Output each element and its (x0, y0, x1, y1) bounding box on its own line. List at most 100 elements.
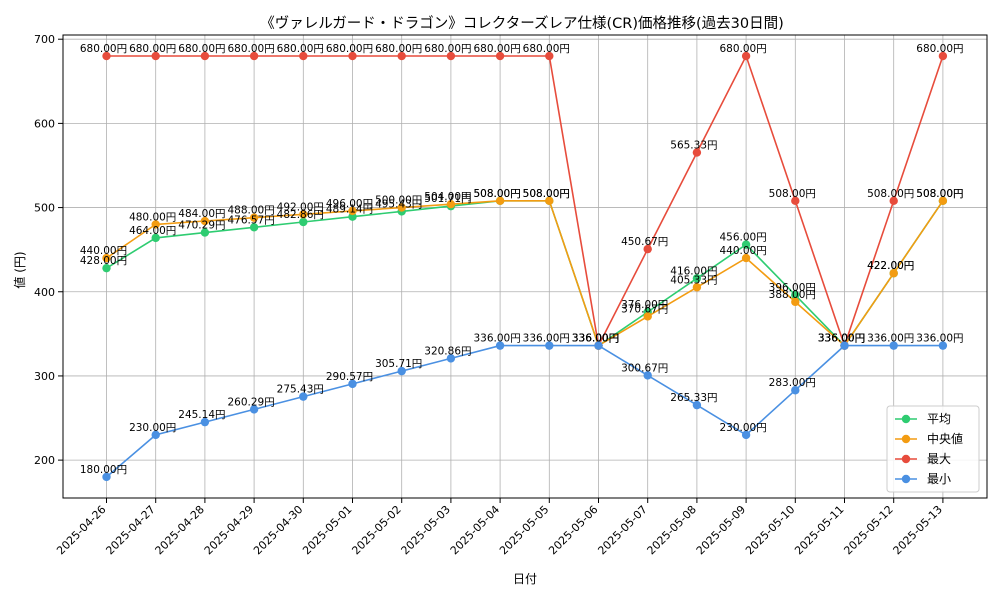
grid (63, 35, 987, 498)
data-point (151, 220, 160, 229)
data-label: 416.00円 (670, 265, 717, 277)
data-label: 508.00円 (916, 188, 963, 200)
data-label: 320.86円 (424, 345, 471, 357)
data-point (840, 341, 849, 350)
data-label: 489.14円 (326, 204, 373, 216)
data-point (249, 213, 259, 222)
y-tick-label: 300 (34, 370, 55, 383)
x-tick-label: 2025-05-04 (448, 503, 502, 557)
data-label: 680.00円 (523, 43, 570, 55)
data-label: 440.00円 (80, 245, 127, 257)
y-tick-label: 400 (34, 286, 55, 299)
data-point (545, 341, 554, 350)
data-point (692, 400, 702, 410)
data-label: 388.00円 (769, 289, 816, 301)
x-tick-label: 2025-04-30 (251, 503, 305, 557)
x-tick-label: 2025-05-03 (399, 503, 453, 557)
x-tick-label: 2025-05-13 (891, 503, 945, 557)
data-label: 450.67円 (621, 236, 668, 248)
legend-marker (901, 474, 911, 484)
data-label: 504.00円 (424, 191, 471, 203)
data-point (643, 244, 652, 254)
data-point (791, 386, 800, 395)
data-label: 336.00円 (818, 333, 865, 345)
data-point (692, 148, 702, 157)
data-label: 336.00円 (572, 333, 619, 345)
data-label: 680.00円 (178, 43, 225, 55)
data-label: 508.00円 (769, 188, 816, 200)
data-point (151, 430, 160, 440)
legend-label: 最大 (927, 452, 951, 466)
data-point (397, 203, 406, 212)
data-point (692, 274, 702, 283)
data-label: 680.00円 (719, 43, 766, 55)
data-point (545, 51, 554, 61)
data-label: 376.00円 (621, 299, 668, 311)
data-label: 508.00円 (473, 188, 520, 200)
data-point (741, 51, 751, 61)
data-label: 680.00円 (473, 43, 520, 55)
data-point (938, 196, 948, 206)
data-point (643, 371, 652, 380)
data-label: 680.00円 (424, 43, 471, 55)
x-tick-label: 2025-05-07 (595, 503, 649, 557)
data-label: 396.00円 (769, 282, 816, 294)
data-label: 230.00円 (719, 422, 766, 434)
legend-label: 平均 (927, 412, 951, 426)
data-labels: 428.00円 464.00円 470.29円 476.57円 482.86円 489.1… (80, 43, 964, 476)
data-label: 508.00円 (867, 188, 914, 200)
chart-title: 《ヴァレルガード・ドラゴン》コレクターズレア仕様(CR)価格推移(過去30日間) (260, 14, 784, 32)
y-tick-label: 600 (34, 117, 55, 130)
data-label: 265.33円 (670, 392, 717, 404)
data-label: 370.67円 (621, 303, 668, 315)
data-point (889, 269, 898, 278)
data-point (643, 312, 652, 321)
data-label: 283.00円 (769, 377, 816, 389)
legend-marker (901, 434, 911, 444)
data-label: 488.00円 (227, 205, 274, 217)
data-point (741, 430, 751, 440)
data-point (938, 51, 948, 61)
data-label: 336.00円 (572, 333, 619, 345)
data-point (889, 341, 898, 350)
data-point (151, 233, 160, 243)
data-label: 480.00円 (129, 211, 176, 223)
x-tick-label: 2025-05-01 (300, 503, 354, 557)
data-label: 336.00円 (818, 333, 865, 345)
data-point (200, 51, 210, 61)
legend-marker (901, 414, 911, 424)
data-point (299, 217, 308, 227)
data-label: 245.14円 (178, 409, 225, 421)
data-point (446, 51, 456, 61)
x-tick-label: 2025-05-10 (743, 503, 797, 557)
data-point (348, 206, 357, 216)
data-label: 336.00円 (523, 333, 570, 345)
data-label: 300.67円 (621, 362, 668, 374)
data-label: 260.29円 (227, 396, 274, 408)
data-label: 484.00円 (178, 208, 225, 220)
data-label: 405.33円 (670, 274, 717, 286)
data-label: 336.00円 (867, 333, 914, 345)
data-label: 496.00円 (326, 198, 373, 210)
data-point (741, 253, 751, 263)
data-point (102, 263, 111, 273)
data-point (791, 290, 800, 300)
data-point (200, 417, 210, 427)
data-point (594, 341, 603, 350)
data-label: 508.00円 (473, 188, 520, 200)
x-tick-label: 2025-05-05 (497, 503, 551, 557)
data-point (348, 212, 357, 221)
data-point (299, 51, 308, 61)
data-point (200, 228, 210, 237)
data-label: 680.00円 (277, 43, 324, 55)
data-point (791, 196, 800, 206)
series-line-3 (105, 344, 943, 478)
data-label: 495.43円 (375, 198, 422, 210)
data-label: 508.00円 (523, 188, 570, 200)
x-axis-label: 日付 (513, 572, 537, 586)
data-label: 230.00円 (129, 422, 176, 434)
x-tick-label: 2025-05-02 (349, 503, 403, 557)
data-label: 470.29円 (178, 220, 225, 232)
data-point (348, 379, 357, 389)
data-point (446, 200, 456, 209)
